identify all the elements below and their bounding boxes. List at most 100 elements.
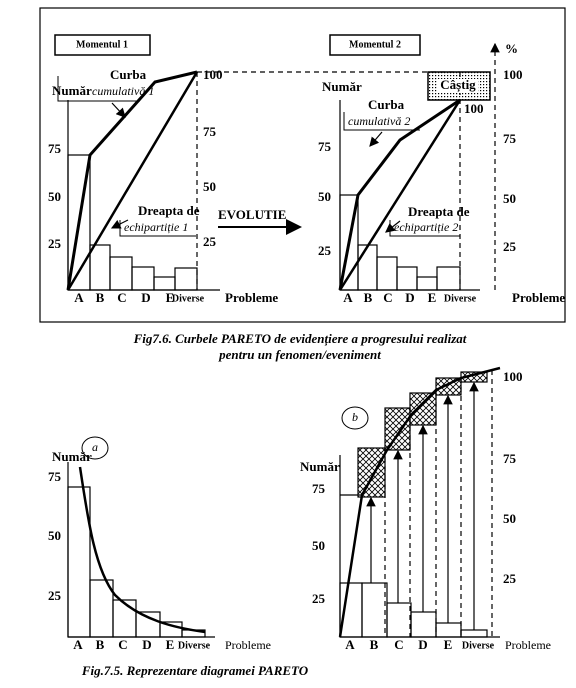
category-label: Diverse (444, 293, 477, 304)
equidistribution-line (338, 99, 462, 291)
x-axis-label: Probleme (225, 290, 278, 305)
category-label: C (394, 637, 403, 652)
category-label: B (96, 290, 105, 305)
y-axis-label: Număr (52, 83, 92, 98)
y-axis-label: Număr (52, 449, 92, 464)
badge-label: a (92, 440, 98, 454)
curve-end-label: 100 (464, 101, 484, 116)
caption: Fig7.6. Curbele PARETO de evidențiere a … (133, 331, 467, 347)
cumulative-curve (338, 366, 501, 638)
tick-label: 50 (48, 528, 61, 543)
category-label: E (166, 290, 175, 305)
category-label: A (345, 637, 355, 652)
category-label: Diverse (172, 293, 205, 304)
bar (386, 602, 412, 638)
bar (460, 629, 488, 638)
tick-label: 50 (48, 189, 61, 204)
category-label: D (142, 637, 151, 652)
bar (109, 256, 133, 291)
category-label: B (370, 637, 379, 652)
pointer (369, 131, 383, 147)
annotation: echipartiție 2 (394, 220, 458, 234)
tick-label: 75 (48, 469, 62, 484)
category-label: A (74, 290, 84, 305)
tick-label: 100 (503, 67, 523, 82)
x-axis-label: Probleme (225, 638, 271, 652)
annotation: Dreapta de (138, 203, 200, 218)
category-label: A (73, 637, 83, 652)
tick-label: 75 (312, 481, 326, 496)
title-box (54, 34, 151, 56)
tick-label: 75 (48, 141, 62, 156)
tick-label: 25 (503, 571, 517, 586)
tick-label: 25 (503, 239, 517, 254)
caption: pentru un fenomen/eveniment (218, 347, 381, 362)
badge-label: b (352, 410, 358, 424)
annotation: Dreapta de (408, 204, 470, 219)
tick-label: 75 (318, 139, 332, 154)
bar (67, 486, 91, 638)
category-label: D (141, 290, 150, 305)
evolution-label: EVOLUTIE (218, 207, 286, 222)
bar (131, 266, 155, 291)
tick-label: 25 (48, 588, 62, 603)
increment-box (409, 392, 437, 426)
tick-label: 50 (503, 511, 516, 526)
category-label: Diverse (462, 640, 495, 651)
figure-frame (39, 7, 566, 323)
bar (361, 582, 388, 638)
category-label: B (96, 637, 105, 652)
bar (435, 622, 462, 638)
bar (112, 599, 137, 638)
category-label: E (166, 637, 175, 652)
bar (67, 154, 91, 291)
bar (153, 276, 176, 291)
tick-label: 25 (318, 243, 332, 258)
tick-label: 50 (203, 179, 216, 194)
badge (341, 406, 369, 430)
bar (339, 194, 359, 291)
pointer (385, 220, 401, 233)
increment-box (384, 407, 411, 451)
tick-label: 25 (312, 591, 326, 606)
annotation: cumulativă 1 (92, 84, 154, 98)
caption: Fig.7.5. Reprezentare diagramei PARETO (81, 663, 309, 678)
tick-label: 50 (312, 538, 325, 553)
pointer (110, 219, 129, 229)
cumulative-curve (338, 98, 461, 291)
tick-label: 75 (503, 131, 517, 146)
bracket (57, 76, 140, 102)
bar (357, 244, 378, 291)
category-label: A (343, 290, 353, 305)
category-label: D (405, 290, 414, 305)
panel-title: Momentul 1 (76, 39, 128, 50)
tick-label: 50 (503, 191, 516, 206)
tick-label: 75 (203, 124, 217, 139)
category-label: E (428, 290, 437, 305)
cumulative-curve (66, 70, 198, 291)
category-label: C (117, 290, 126, 305)
annotation: Curba (110, 67, 147, 82)
increment-box (357, 447, 386, 498)
y-axis-label: Număr (322, 79, 362, 94)
y-axis-label: Număr (300, 459, 340, 474)
bar (376, 256, 398, 291)
bar (410, 611, 437, 638)
x-axis-label: Probleme (512, 290, 565, 305)
category-label: B (364, 290, 373, 305)
tick-label: 25 (48, 236, 62, 251)
bar (436, 266, 461, 291)
pointer (111, 102, 126, 118)
category-label: E (444, 637, 453, 652)
panel-title: Momentul 2 (349, 39, 401, 50)
annotation: Curba (368, 97, 405, 112)
pareto-curve (78, 466, 206, 634)
tick-label: 100 (503, 369, 523, 384)
bar (174, 267, 198, 291)
bar (396, 266, 418, 291)
x-axis-label: Probleme (505, 638, 551, 652)
bar (135, 611, 161, 638)
tick-label: 100 (203, 67, 223, 82)
badge (81, 436, 109, 460)
